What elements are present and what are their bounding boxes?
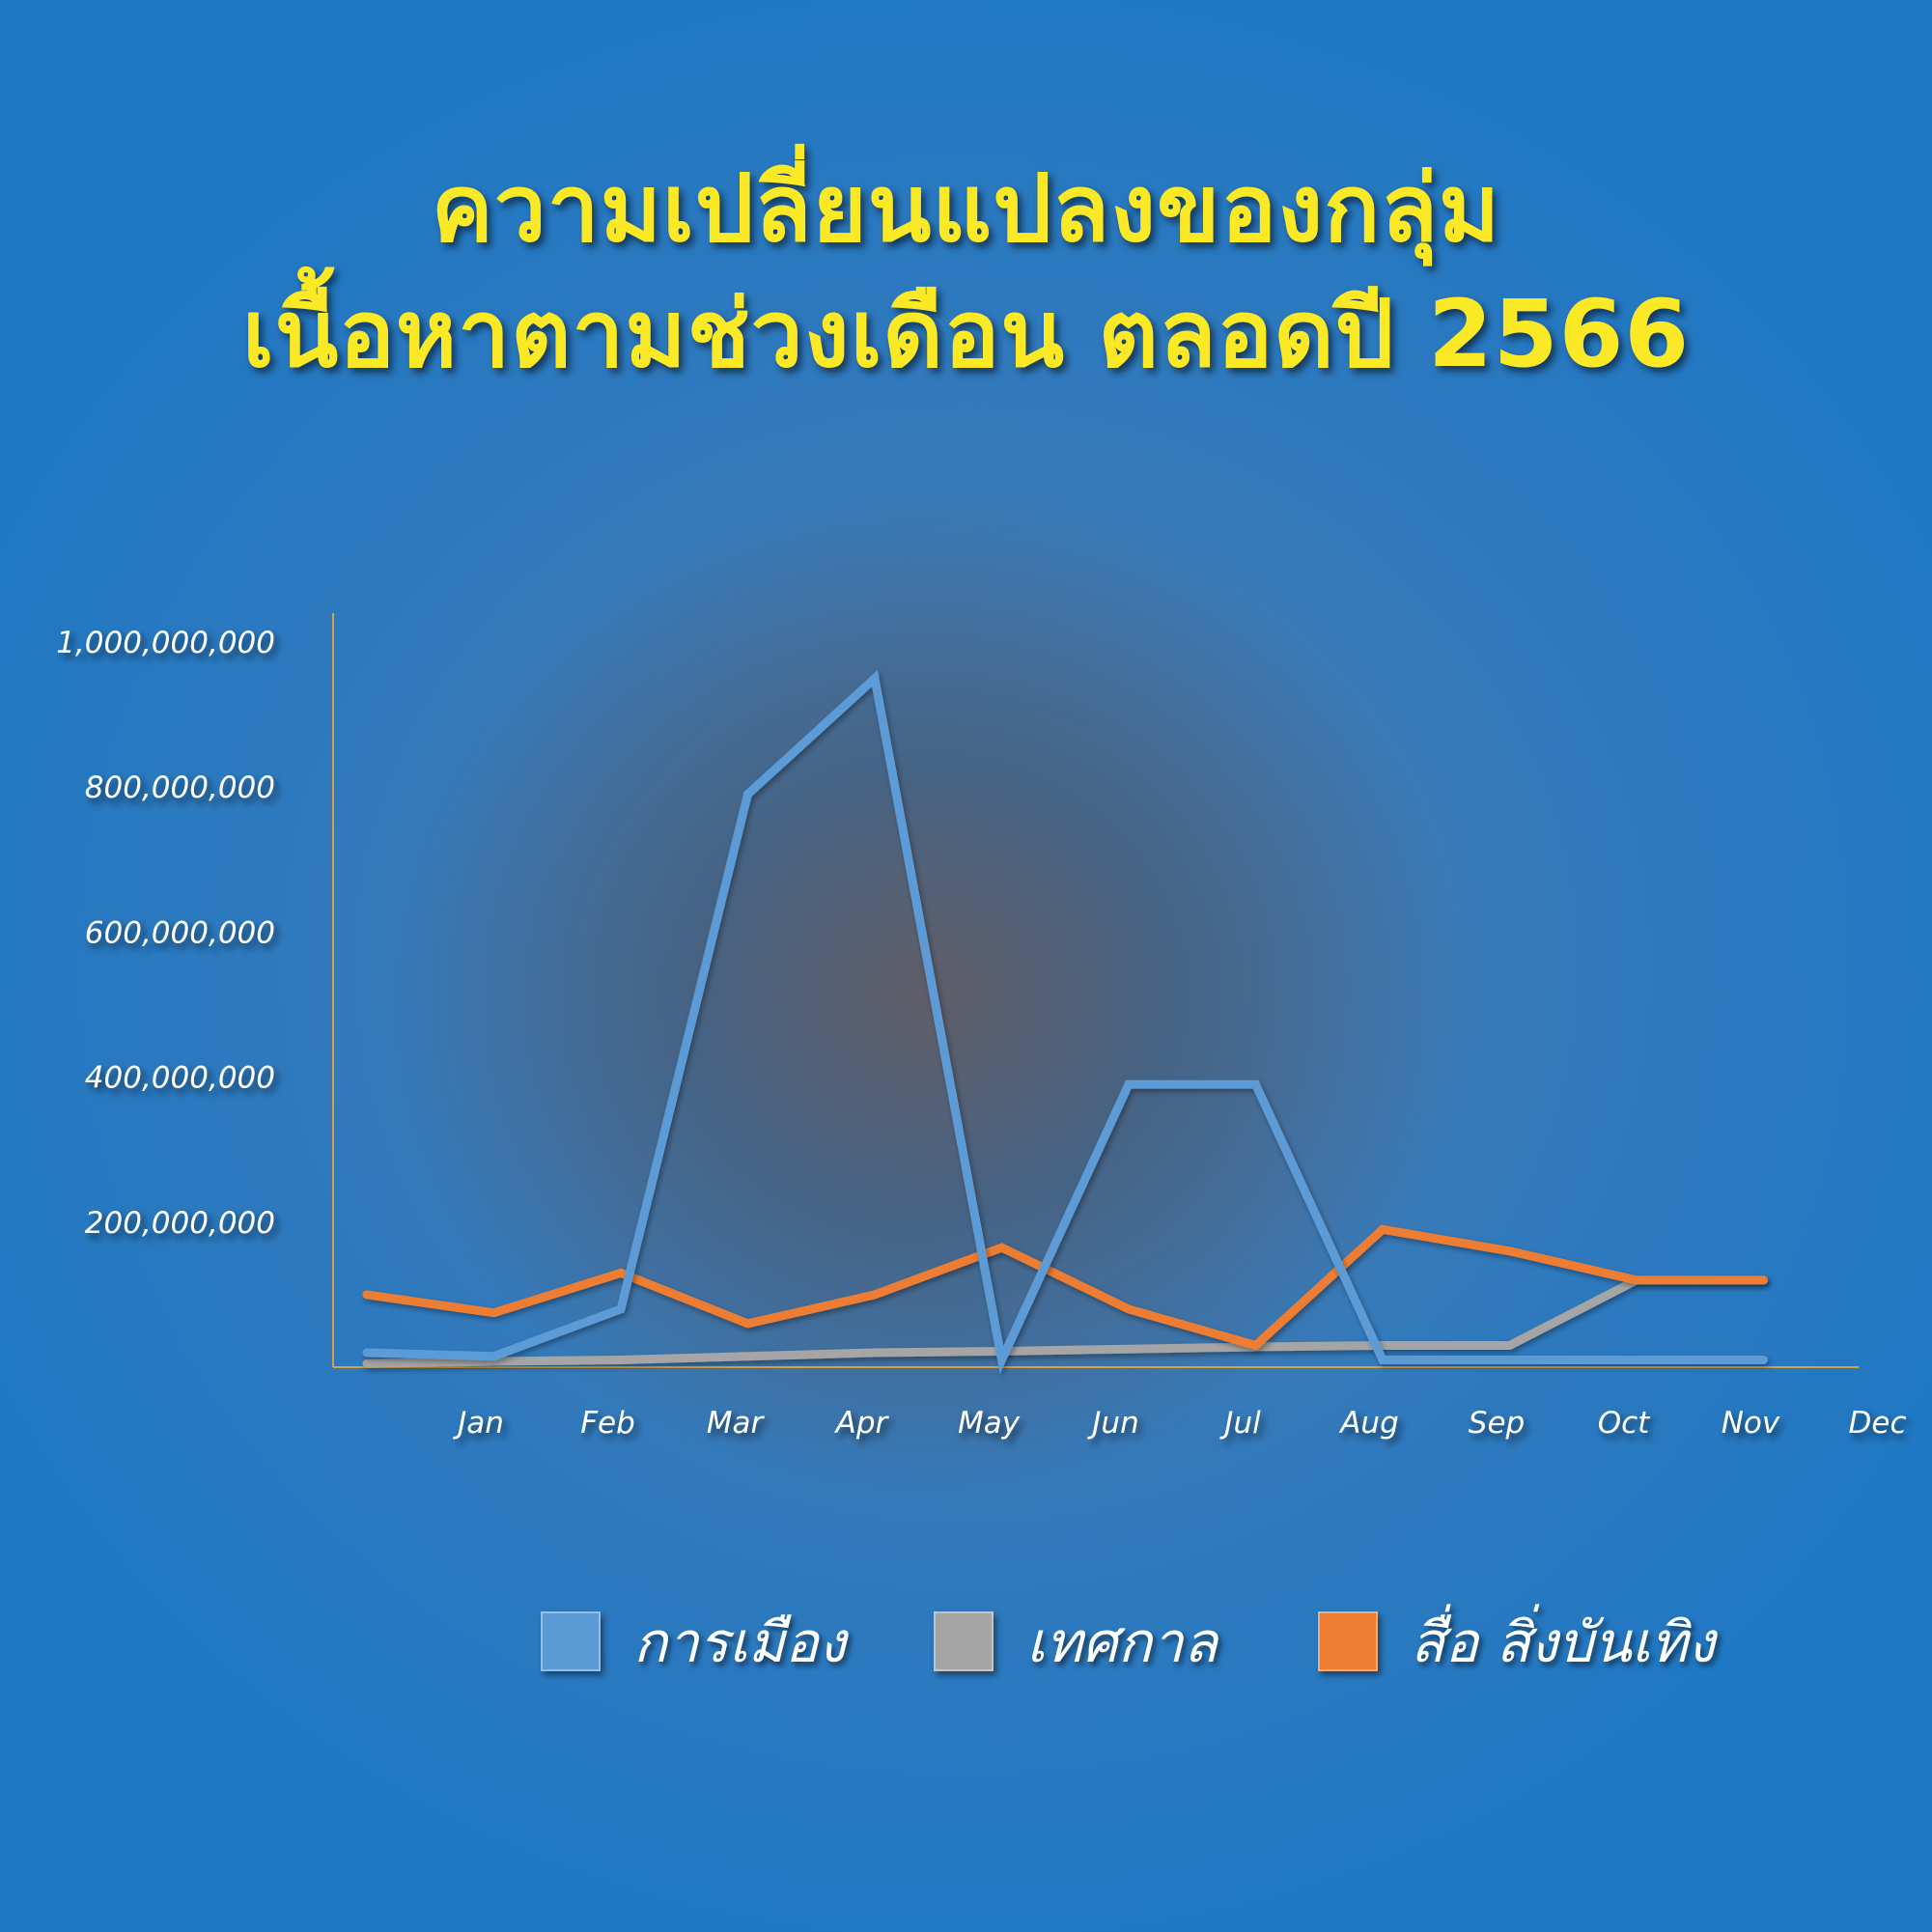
legend-swatch-festival [934,1611,994,1671]
legend-swatch-media [1318,1611,1378,1671]
series-lines [362,669,1768,1375]
legend-label-festival: เทศกาล [1026,1609,1218,1675]
x-tick-label: Jun [1086,1406,1138,1441]
legend-label-politics: การเมือง [633,1609,847,1675]
series-line-media [362,1224,1768,1351]
x-tick-label: Apr [834,1406,890,1441]
legend-item-media: สื่อ สิ่งบันเทิง [1318,1603,1715,1680]
x-tick-label: Jul [1218,1406,1261,1441]
y-tick-label: 1,000,000,000 [56,626,275,660]
series-line-politics [362,669,1768,1375]
x-tick-label: Jan [452,1406,504,1441]
x-tick-label: May [958,1406,1021,1441]
x-tick-label: Dec [1849,1406,1907,1441]
y-tick-label: 200,000,000 [85,1206,275,1241]
x-tick-label: Aug [1338,1406,1399,1441]
legend-swatch-politics [541,1611,601,1671]
y-tick-label: 400,000,000 [85,1061,275,1096]
legend-item-festival: เทศกาล [934,1603,1218,1680]
x-tick-label: Sep [1469,1406,1525,1441]
x-tick-label: Feb [580,1406,635,1441]
x-tick-label: Mar [707,1406,766,1441]
legend-item-politics: การเมือง [541,1603,846,1680]
y-tick-label: 800,000,000 [85,770,275,805]
chart-title-line-2: เนื้อหาตามช่วงเดือน ตลอดปี 2566 [241,280,1691,388]
chart-axes [332,613,1859,1368]
x-tick-label: Nov [1722,1406,1780,1441]
x-tick-label: Oct [1598,1406,1651,1441]
x-axis-ticks: Jan Feb Mar Apr May Jun Jul Aug Sep Oct Nov Dec [452,1406,1906,1441]
chart-title-line-1: ความเปลี่ยนแปลงของกลุ่ม [431,154,1501,263]
y-axis-ticks: 200,000,000 400,000,000 600,000,000 800,000… [56,626,275,1241]
series-line-festival [362,1275,1768,1368]
y-tick-label: 600,000,000 [85,915,275,950]
legend-label-media: สื่อ สิ่งบันเทิง [1411,1609,1716,1675]
